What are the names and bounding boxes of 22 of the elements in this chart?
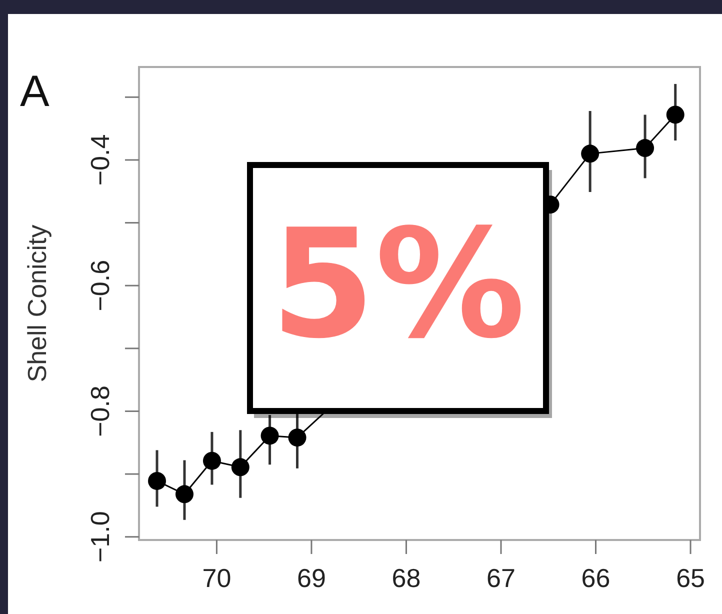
point <box>148 472 166 490</box>
chart-title: A <box>20 67 50 116</box>
y-tick-label: −0.8 <box>85 386 115 437</box>
point <box>288 428 306 447</box>
x-tick-label: 66 <box>581 563 610 593</box>
y-tick-label: −0.4 <box>85 134 115 186</box>
point <box>231 458 250 476</box>
point <box>636 139 654 158</box>
annotation: 5% <box>270 198 526 372</box>
y-axis-title: Shell Conicity <box>22 224 52 382</box>
x-tick-label: 65 <box>676 563 705 593</box>
x-tick-label: 67 <box>486 563 516 593</box>
point <box>175 485 194 504</box>
point <box>260 426 279 445</box>
point <box>581 144 600 163</box>
y-tick-label: −0.6 <box>85 260 115 312</box>
y-tick-label: −1.0 <box>85 511 115 563</box>
x-tick-label: 68 <box>392 563 421 593</box>
point <box>202 452 221 470</box>
point <box>666 106 684 124</box>
x-tick-label: 69 <box>297 563 326 593</box>
x-tick-label: 70 <box>202 563 232 593</box>
